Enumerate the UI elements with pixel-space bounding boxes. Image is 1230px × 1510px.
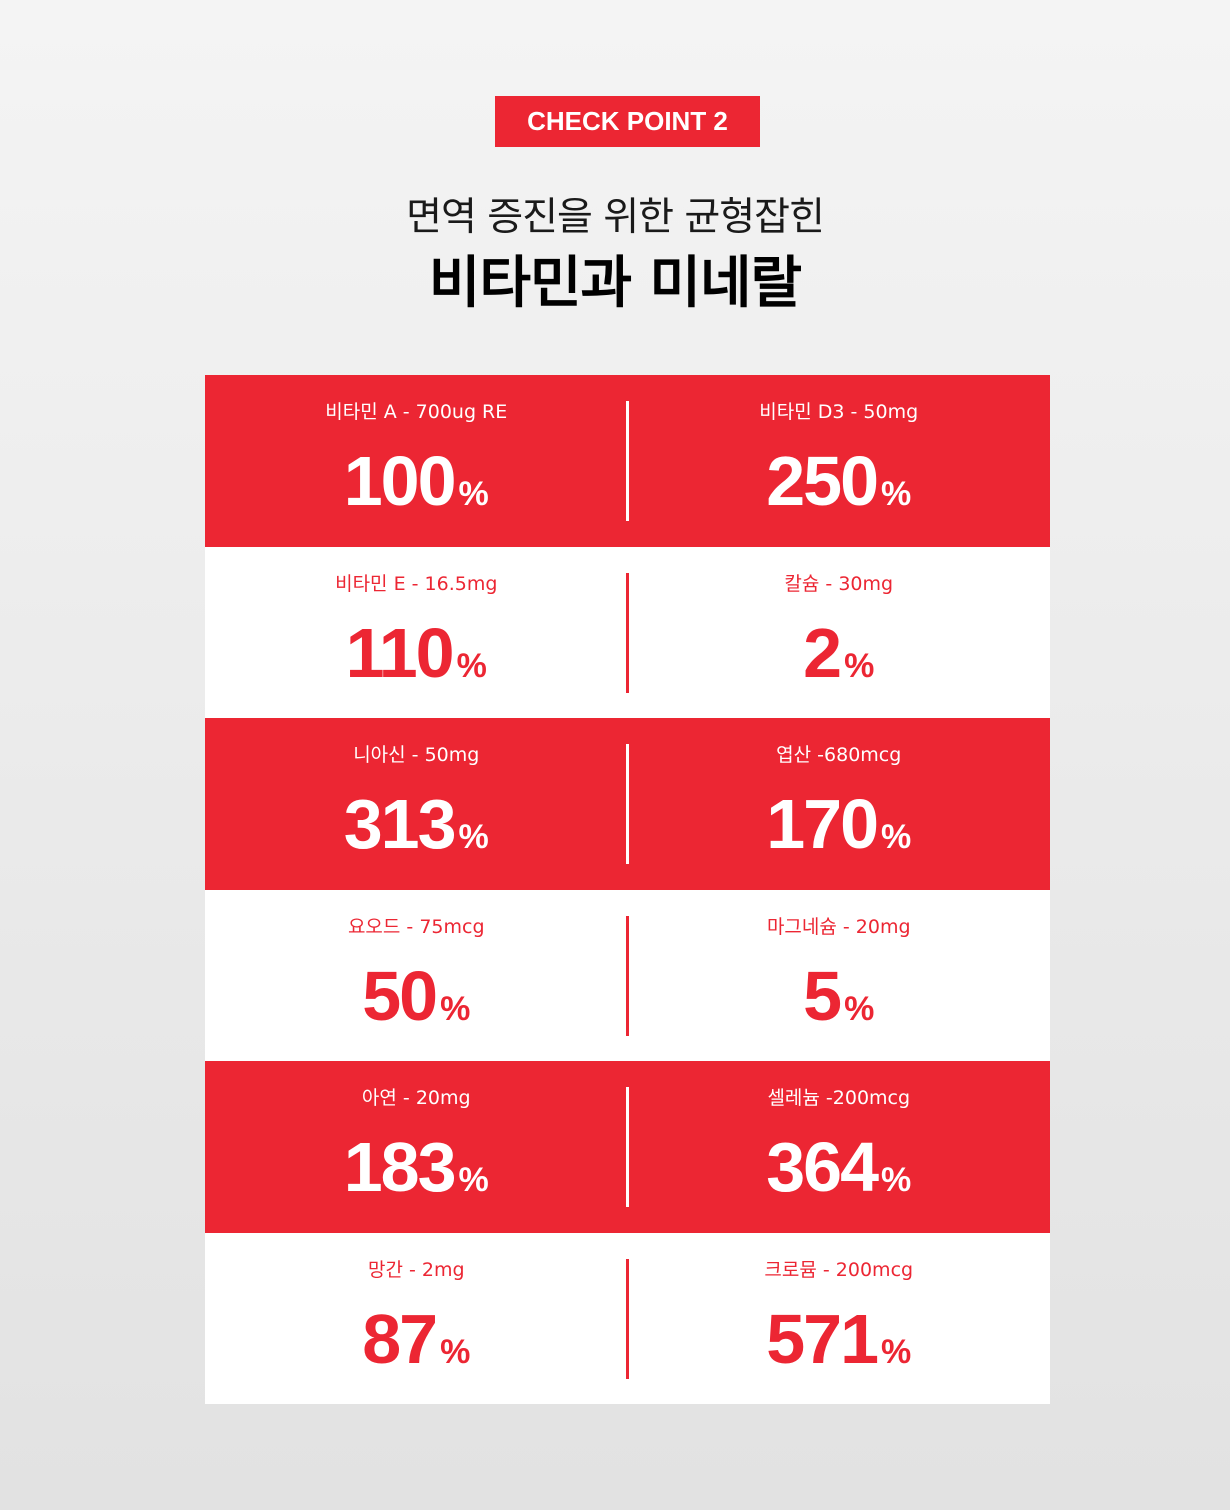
nutrient-value: 110%	[205, 613, 628, 693]
nutrient-value: 313%	[205, 784, 628, 864]
nutrient-label: 망간 - 2mg	[367, 1258, 465, 1281]
percent-sign: %	[440, 989, 471, 1028]
nutrient-value: 183%	[205, 1127, 628, 1207]
nutrient-cell: 비타민 A - 700ug RE 100%	[205, 375, 628, 547]
nutrient-cell: 니아신 - 50mg 313%	[205, 718, 628, 890]
nutrient-label: 비타민 E - 16.5mg	[335, 572, 498, 595]
nutrient-label: 셀레늄 -200mcg	[767, 1087, 911, 1109]
nutrient-value: 2%	[628, 613, 1051, 693]
nutrient-label: 비타민 A - 700ug RE	[325, 401, 508, 423]
percent-sign: %	[881, 475, 912, 513]
check-point-badge: CHECK POINT 2	[495, 96, 760, 147]
page-subtitle: 면역 증진을 위한 균형잡힌	[406, 195, 825, 240]
nutrient-row: 아연 - 20mg 183% 셀레늄 -200mcg 364%	[205, 1061, 1050, 1233]
percent-sign: %	[440, 1332, 471, 1371]
nutrient-cell: 셀레늄 -200mcg 364%	[628, 1061, 1051, 1233]
nutrient-cell: 요오드 - 75mcg 50%	[205, 890, 628, 1062]
column-divider	[626, 572, 629, 693]
nutrient-cell: 비타민 D3 - 50mg 250%	[628, 375, 1051, 547]
percent-sign: %	[881, 818, 912, 856]
percent-sign: %	[844, 989, 875, 1028]
column-divider	[626, 1258, 629, 1379]
percent-number: 183	[343, 1128, 457, 1206]
percent-sign: %	[844, 646, 875, 685]
nutrient-label: 칼슘 - 30mg	[784, 572, 894, 595]
nutrient-row: 니아신 - 50mg 313% 엽산 -680mcg 170%	[205, 718, 1050, 890]
percent-sign: %	[458, 818, 489, 856]
percent-sign: %	[881, 1332, 912, 1371]
nutrient-label: 요오드 - 75mcg	[347, 915, 485, 938]
percent-number: 50	[362, 956, 438, 1035]
percent-number: 110	[345, 613, 455, 692]
percent-number: 250	[766, 442, 879, 520]
percent-number: 5	[803, 956, 842, 1035]
percent-number: 364	[766, 1128, 879, 1206]
nutrient-value: 170%	[628, 784, 1051, 864]
nutrient-cell: 망간 - 2mg 87%	[205, 1233, 628, 1405]
nutrient-row: 망간 - 2mg 87% 크로뮴 - 200mcg 571%	[205, 1232, 1051, 1405]
nutrient-label: 비타민 D3 - 50mg	[759, 401, 919, 423]
nutrient-label: 크로뮴 - 200mcg	[764, 1258, 914, 1281]
nutrient-cell: 마그네슘 - 20mg 5%	[628, 890, 1051, 1062]
nutrient-label: 아연 - 20mg	[361, 1087, 471, 1109]
percent-number: 170	[766, 785, 879, 863]
percent-number: 2	[803, 613, 842, 692]
column-divider	[626, 401, 629, 521]
nutrient-value: 50%	[205, 956, 628, 1036]
nutrient-label: 마그네슘 - 20mg	[766, 915, 911, 938]
nutrient-label: 니아신 - 50mg	[353, 744, 480, 766]
percent-number: 87	[362, 1299, 438, 1378]
column-divider	[626, 1087, 629, 1207]
nutrient-value: 250%	[628, 441, 1051, 521]
nutrient-table: 비타민 A - 700ug RE 100% 비타민 D3 - 50mg 250%…	[205, 375, 1050, 1404]
nutrient-row: 요오드 - 75mcg 50% 마그네슘 - 20mg 5%	[205, 889, 1051, 1062]
nutrient-row: 비타민 E - 16.5mg 110% 칼슘 - 30mg 2%	[205, 546, 1051, 719]
nutrient-cell: 칼슘 - 30mg 2%	[628, 547, 1051, 719]
nutrient-value: 100%	[205, 441, 628, 521]
page-title: 비타민과 미네랄	[428, 251, 802, 316]
nutrient-cell: 아연 - 20mg 183%	[205, 1061, 628, 1233]
nutrient-cell: 엽산 -680mcg 170%	[628, 718, 1051, 890]
nutrient-value: 87%	[205, 1299, 628, 1379]
percent-sign: %	[458, 1161, 489, 1199]
percent-number: 313	[343, 785, 457, 863]
nutrient-cell: 비타민 E - 16.5mg 110%	[205, 547, 628, 719]
nutrient-value: 364%	[628, 1127, 1051, 1207]
nutrient-label: 엽산 -680mcg	[776, 744, 902, 766]
nutrient-row: 비타민 A - 700ug RE 100% 비타민 D3 - 50mg 250%	[205, 375, 1050, 547]
percent-sign: %	[456, 646, 487, 685]
nutrient-value: 5%	[628, 956, 1051, 1036]
nutrient-cell: 크로뮴 - 200mcg 571%	[628, 1233, 1051, 1405]
column-divider	[626, 915, 629, 1036]
nutrient-value: 571%	[628, 1299, 1051, 1379]
column-divider	[626, 744, 629, 864]
percent-number: 100	[343, 442, 457, 520]
percent-number: 571	[766, 1299, 879, 1378]
percent-sign: %	[458, 475, 489, 513]
percent-sign: %	[881, 1161, 912, 1199]
